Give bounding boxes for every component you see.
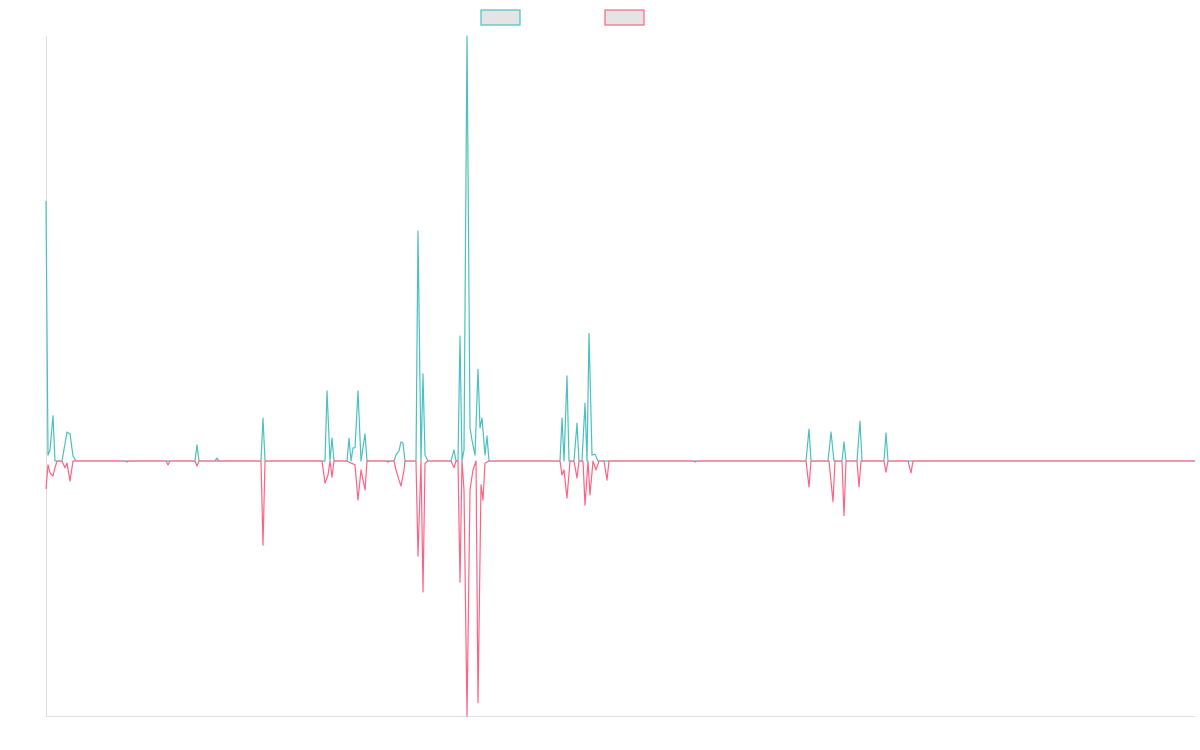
- series-line-1: [45, 35, 1195, 462]
- legend: [480, 9, 645, 26]
- legend-swatch-2[interactable]: [604, 9, 645, 26]
- series-line-2: [45, 460, 1195, 717]
- series-group: [45, 35, 1195, 717]
- legend-swatch-1[interactable]: [480, 9, 521, 26]
